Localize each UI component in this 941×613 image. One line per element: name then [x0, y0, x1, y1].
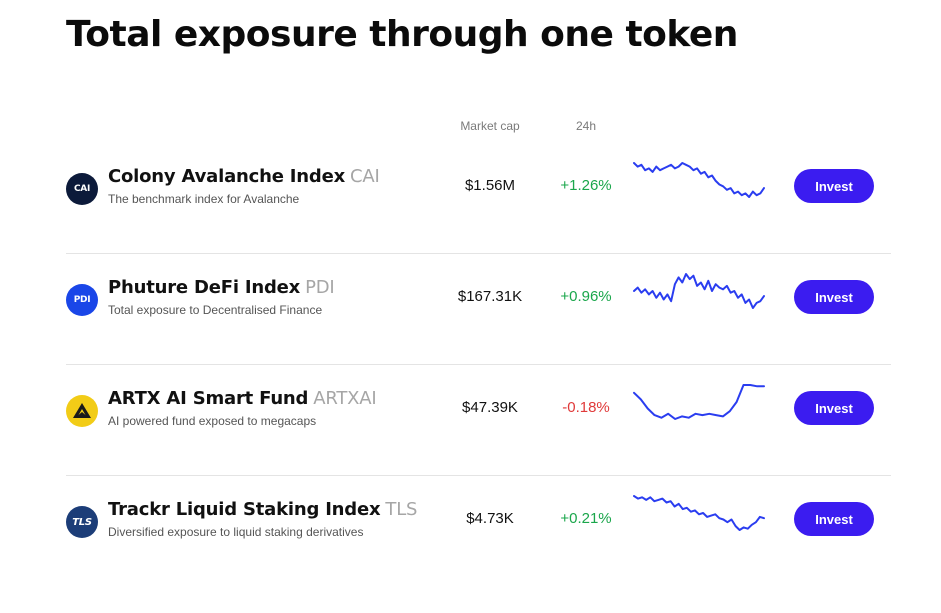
index-description: The benchmark index for Avalanche	[108, 192, 300, 206]
invest-button[interactable]: Invest	[794, 280, 874, 314]
index-description: Total exposure to Decentralised Finance	[108, 303, 323, 317]
index-name[interactable]: Colony Avalanche Index CAI	[108, 166, 380, 187]
index-ticker: PDI	[305, 277, 335, 298]
index-name[interactable]: ARTX AI Smart Fund ARTXAI	[108, 388, 377, 409]
cai-logo-icon: CAI	[66, 173, 98, 205]
invest-button[interactable]: Invest	[794, 169, 874, 203]
index-row-artxai[interactable]: ARTX AI Smart Fund ARTXAI AI powered fund…	[66, 364, 891, 476]
pdi-logo-icon: PDI	[66, 284, 98, 316]
sparkline-chart	[633, 273, 765, 309]
sparkline-chart	[633, 384, 765, 420]
index-ticker: ARTXAI	[313, 388, 377, 409]
invest-button[interactable]: Invest	[794, 391, 874, 425]
market-cap-value: $1.56M	[464, 177, 516, 194]
change-24h-value: +1.26%	[560, 177, 612, 194]
market-cap-header[interactable]: Market cap	[460, 119, 520, 133]
market-cap-value: $47.39K	[462, 399, 518, 416]
index-description: Diversified exposure to liquid staking d…	[108, 525, 364, 539]
change-24h-header[interactable]: 24h	[575, 119, 597, 133]
change-24h-value: +0.21%	[560, 510, 612, 527]
sparkline-chart	[633, 495, 765, 531]
artx-logo-icon	[66, 395, 98, 427]
change-24h-value: +0.96%	[560, 288, 612, 305]
index-ticker: TLS	[385, 499, 418, 520]
market-cap-value: $4.73K	[466, 510, 514, 527]
index-row-tls[interactable]: TLS Trackr Liquid Staking Index TLS Diver…	[66, 475, 891, 586]
sparkline-series	[633, 162, 765, 198]
sparkline-chart	[633, 162, 765, 198]
change-24h-value: -0.18%	[562, 399, 610, 416]
page-title: Total exposure through one token	[66, 14, 738, 55]
index-ticker: CAI	[350, 166, 380, 187]
sparkline-series	[633, 495, 765, 531]
invest-button[interactable]: Invest	[794, 502, 874, 536]
index-name[interactable]: Trackr Liquid Staking Index TLS	[108, 499, 418, 520]
market-cap-value: $167.31K	[457, 288, 523, 305]
index-description: AI powered fund exposed to megacaps	[108, 414, 317, 428]
artx-triangle-icon	[73, 403, 91, 418]
index-name[interactable]: Phuture DeFi Index PDI	[108, 277, 335, 298]
index-row-pdi[interactable]: PDI Phuture DeFi Index PDI Total exposure…	[66, 253, 891, 365]
index-row-cai[interactable]: CAI Colony Avalanche Index CAI The benchm…	[66, 142, 891, 254]
sparkline-series	[633, 273, 765, 309]
sparkline-series	[633, 384, 765, 420]
tls-logo-icon: TLS	[66, 506, 98, 538]
